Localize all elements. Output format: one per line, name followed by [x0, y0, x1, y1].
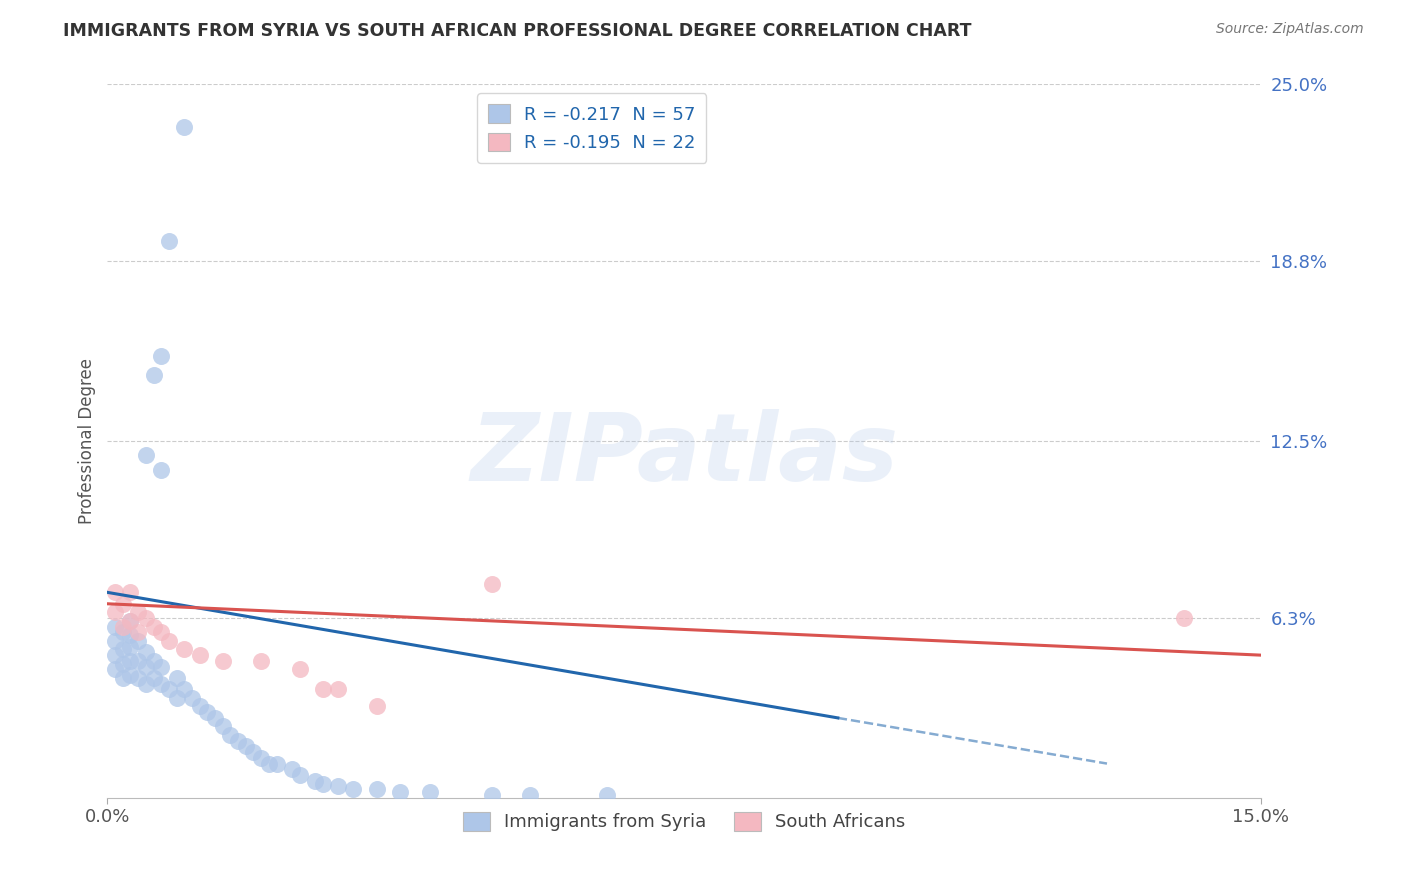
Point — [388, 785, 411, 799]
Point — [150, 625, 173, 640]
Point — [157, 235, 180, 249]
Point — [111, 597, 134, 611]
Point — [173, 682, 195, 697]
Point — [211, 719, 233, 733]
Point — [135, 676, 157, 690]
Point — [120, 668, 142, 682]
Point — [226, 733, 249, 747]
Point — [326, 780, 349, 794]
Point — [419, 785, 441, 799]
Text: ZIPatlas: ZIPatlas — [470, 409, 898, 501]
Y-axis label: Professional Degree: Professional Degree — [79, 358, 96, 524]
Point — [135, 449, 157, 463]
Text: IMMIGRANTS FROM SYRIA VS SOUTH AFRICAN PROFESSIONAL DEGREE CORRELATION CHART: IMMIGRANTS FROM SYRIA VS SOUTH AFRICAN P… — [63, 22, 972, 40]
Point — [111, 671, 134, 685]
Point — [288, 768, 311, 782]
Point — [188, 699, 211, 714]
Point — [127, 654, 149, 668]
Point — [104, 662, 127, 676]
Point — [127, 633, 149, 648]
Point — [342, 782, 364, 797]
Point — [181, 690, 204, 705]
Point — [120, 614, 142, 628]
Point — [304, 773, 326, 788]
Point — [257, 756, 280, 771]
Point — [120, 654, 142, 668]
Point — [366, 782, 388, 797]
Point — [235, 739, 257, 754]
Point — [142, 619, 165, 633]
Point — [142, 671, 165, 685]
Point — [219, 728, 242, 742]
Point — [366, 699, 388, 714]
Point — [127, 605, 149, 619]
Point — [135, 611, 157, 625]
Point — [142, 368, 165, 383]
Point — [326, 682, 349, 697]
Point — [481, 788, 503, 802]
Point — [135, 645, 157, 659]
Point — [104, 585, 127, 599]
Point — [120, 585, 142, 599]
Point — [188, 648, 211, 662]
Point — [120, 628, 142, 642]
Point — [157, 633, 180, 648]
Legend: Immigrants from Syria, South Africans: Immigrants from Syria, South Africans — [456, 805, 912, 838]
Point — [150, 349, 173, 363]
Point — [135, 659, 157, 673]
Point — [127, 625, 149, 640]
Point — [127, 671, 149, 685]
Point — [250, 654, 273, 668]
Point — [111, 625, 134, 640]
Point — [104, 619, 127, 633]
Point — [519, 788, 541, 802]
Point — [104, 605, 127, 619]
Point — [104, 648, 127, 662]
Point — [166, 690, 188, 705]
Point — [195, 705, 218, 719]
Point — [150, 659, 173, 673]
Text: Source: ZipAtlas.com: Source: ZipAtlas.com — [1216, 22, 1364, 37]
Point — [1173, 611, 1195, 625]
Point — [250, 751, 273, 765]
Point — [111, 657, 134, 671]
Point — [266, 756, 288, 771]
Point — [312, 682, 335, 697]
Point — [173, 642, 195, 657]
Point — [111, 619, 134, 633]
Point — [142, 654, 165, 668]
Point — [120, 614, 142, 628]
Point — [312, 776, 335, 790]
Point — [104, 633, 127, 648]
Point — [288, 662, 311, 676]
Point — [157, 682, 180, 697]
Point — [150, 463, 173, 477]
Point — [211, 654, 233, 668]
Point — [596, 788, 619, 802]
Point — [111, 642, 134, 657]
Point — [242, 745, 264, 759]
Point — [166, 671, 188, 685]
Point — [481, 576, 503, 591]
Point — [120, 640, 142, 654]
Point — [173, 120, 195, 135]
Point — [281, 762, 304, 776]
Point — [150, 676, 173, 690]
Point — [204, 711, 226, 725]
